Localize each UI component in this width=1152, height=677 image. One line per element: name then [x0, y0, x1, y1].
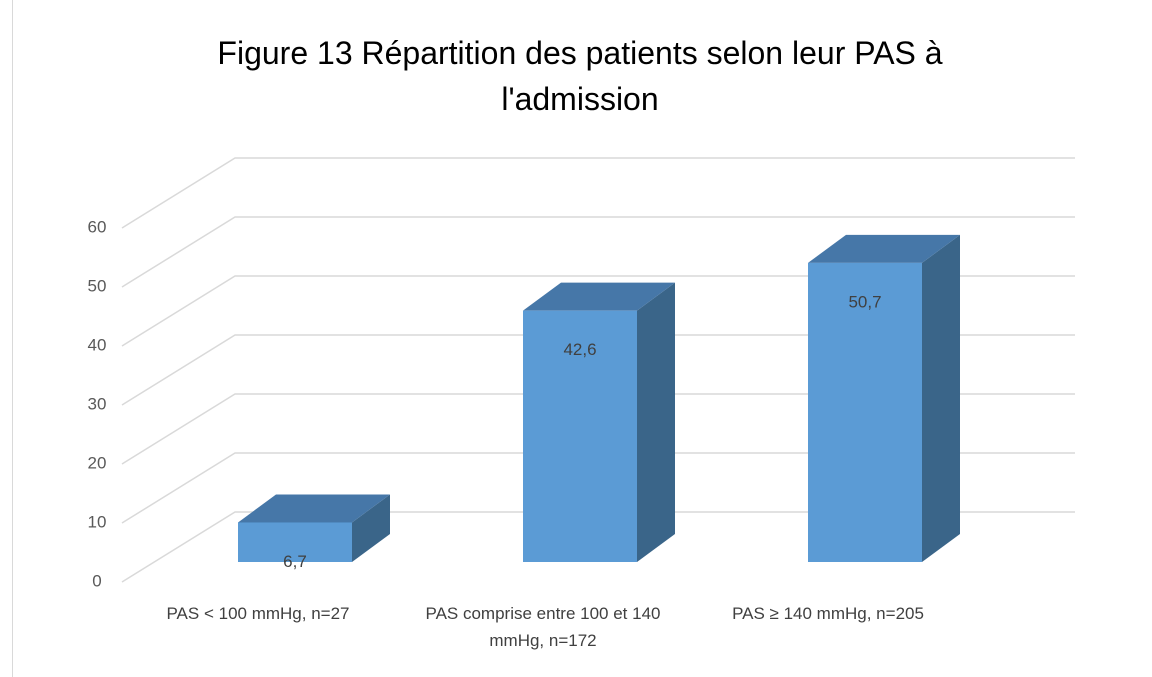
bar-top	[523, 282, 675, 311]
grid-line	[121, 157, 1075, 229]
y-tick-label: 50	[88, 276, 107, 295]
value-label: 42,6	[563, 340, 596, 359]
chart-title: Figure 13 Répartition des patients selon…	[217, 35, 943, 117]
y-tick-label: 40	[88, 335, 107, 354]
bar-top	[808, 234, 960, 263]
value-label: 50,7	[848, 292, 881, 311]
bar	[808, 262, 922, 562]
y-tick-label: 20	[88, 453, 107, 472]
bar-side	[637, 282, 675, 562]
y-tick-label: 60	[88, 217, 107, 236]
chart-border	[12, 0, 13, 677]
y-tick-label: 10	[88, 512, 107, 531]
bar	[523, 310, 637, 562]
grid-line	[121, 275, 1075, 347]
x-tick-label: PAS comprise entre 100 et 140 mmHg, n=17…	[425, 604, 661, 650]
grid-line	[121, 511, 1075, 583]
value-label: 6,7	[283, 552, 307, 571]
grid-line	[121, 393, 1075, 465]
x-tick-label: PAS < 100 mmHg, n=27	[166, 604, 350, 623]
y-tick-label: 0	[92, 571, 101, 590]
bar	[238, 522, 352, 562]
bar-side	[352, 494, 390, 562]
bar-top	[238, 494, 390, 523]
y-tick-label: 30	[88, 394, 107, 413]
x-tick-label: PAS ≥ 140 mmHg, n=205	[732, 604, 924, 623]
grid-line	[121, 452, 1075, 524]
grid-line	[121, 334, 1075, 406]
grid-line	[121, 216, 1075, 288]
bar-side	[922, 234, 960, 562]
